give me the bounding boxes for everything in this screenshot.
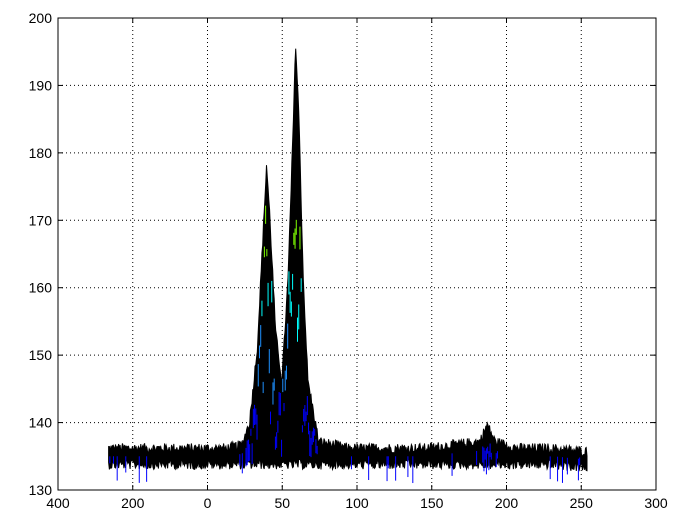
x-tick-label: 50 bbox=[274, 495, 290, 511]
x-axis: 400 200 0 50 100 150 200 250 300 bbox=[46, 18, 668, 511]
x-tick-label: 100 bbox=[345, 495, 369, 511]
y-tick-label: 200 bbox=[29, 10, 53, 26]
x-tick-label: 150 bbox=[420, 495, 444, 511]
x-tick-label: 300 bbox=[644, 495, 668, 511]
y-axis: 130 140 150 160 170 180 190 200 bbox=[29, 10, 656, 498]
y-tick-label: 130 bbox=[29, 482, 53, 498]
x-tick-label: 400 bbox=[46, 495, 70, 511]
y-tick-label: 150 bbox=[29, 347, 53, 363]
plot-area bbox=[108, 48, 588, 484]
y-tick-label: 170 bbox=[29, 212, 53, 228]
grid bbox=[58, 18, 656, 490]
x-tick-label: 200 bbox=[121, 495, 145, 511]
y-tick-label: 160 bbox=[29, 280, 53, 296]
x-tick-label: 0 bbox=[204, 495, 212, 511]
x-tick-label: 200 bbox=[495, 495, 519, 511]
y-tick-label: 190 bbox=[29, 77, 53, 93]
x-tick-label: 250 bbox=[570, 495, 594, 511]
y-tick-label: 180 bbox=[29, 145, 53, 161]
series-band bbox=[108, 48, 588, 472]
y-tick-label: 140 bbox=[29, 415, 53, 431]
